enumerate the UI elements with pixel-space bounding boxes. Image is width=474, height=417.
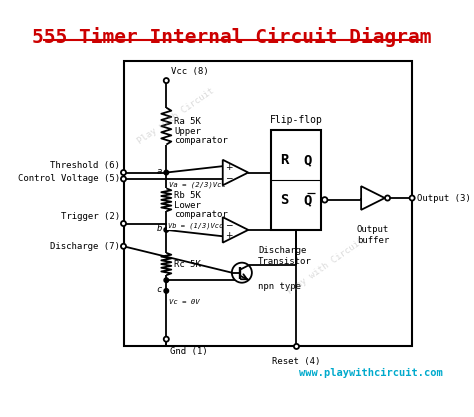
Text: Threshold (6): Threshold (6) (50, 161, 120, 170)
Circle shape (121, 176, 126, 181)
Bar (271, 130, 321, 230)
Text: −: − (225, 173, 233, 182)
Polygon shape (223, 160, 248, 185)
Text: R: R (280, 153, 289, 167)
Text: Play with Circuit: Play with Circuit (286, 236, 365, 296)
Circle shape (410, 196, 415, 201)
Text: comparator: comparator (174, 210, 228, 219)
Text: Rb 5K: Rb 5K (174, 191, 201, 200)
Text: Upper: Upper (174, 127, 201, 136)
Circle shape (322, 197, 328, 203)
Text: −: − (225, 220, 233, 229)
Text: npn type: npn type (258, 282, 301, 291)
Bar (124, 61, 412, 347)
Circle shape (121, 244, 126, 249)
Text: a: a (156, 167, 162, 176)
Circle shape (294, 344, 299, 349)
Text: Reset (4): Reset (4) (272, 357, 321, 367)
Text: Q: Q (303, 193, 312, 207)
Text: Output
buffer: Output buffer (357, 225, 389, 245)
Text: 555 Timer Internal Circuit Diagram: 555 Timer Internal Circuit Diagram (32, 27, 432, 47)
Text: Va = (2/3)Vcc: Va = (2/3)Vcc (169, 182, 226, 188)
Circle shape (164, 170, 169, 175)
Text: Vb = (1/3)Vcc: Vb = (1/3)Vcc (168, 223, 223, 229)
Circle shape (164, 289, 169, 293)
Circle shape (164, 278, 169, 282)
Text: S: S (280, 193, 289, 207)
Text: Discharge (7): Discharge (7) (50, 242, 120, 251)
Circle shape (232, 263, 252, 283)
Text: Gnd (1): Gnd (1) (170, 347, 208, 357)
Text: Transistor: Transistor (258, 257, 312, 266)
Text: Output (3): Output (3) (417, 193, 470, 203)
Circle shape (121, 221, 126, 226)
Text: Vc = 0V: Vc = 0V (169, 299, 200, 305)
Text: Q: Q (303, 153, 312, 167)
Text: Flip-flop: Flip-flop (270, 115, 322, 125)
Circle shape (164, 228, 169, 232)
Text: Control Voltage (5): Control Voltage (5) (18, 174, 120, 183)
Text: Discharge: Discharge (258, 246, 307, 255)
Text: comparator: comparator (174, 136, 228, 145)
Text: c: c (156, 286, 162, 294)
Polygon shape (361, 186, 385, 210)
Polygon shape (223, 217, 248, 243)
Text: Ra 5K: Ra 5K (174, 117, 201, 126)
Text: b: b (156, 224, 162, 234)
Circle shape (385, 196, 390, 201)
Circle shape (164, 337, 169, 342)
Circle shape (121, 170, 126, 175)
Circle shape (164, 78, 169, 83)
Text: Rc 5K: Rc 5K (174, 259, 201, 269)
Text: Vcc (8): Vcc (8) (171, 67, 209, 76)
Text: Play with Circuit: Play with Circuit (136, 86, 215, 146)
Text: +: + (225, 231, 233, 240)
Text: Trigger (2): Trigger (2) (61, 212, 120, 221)
Text: +: + (225, 163, 233, 172)
Text: Lower: Lower (174, 201, 201, 210)
Text: www.playwithcircuit.com: www.playwithcircuit.com (299, 368, 443, 378)
